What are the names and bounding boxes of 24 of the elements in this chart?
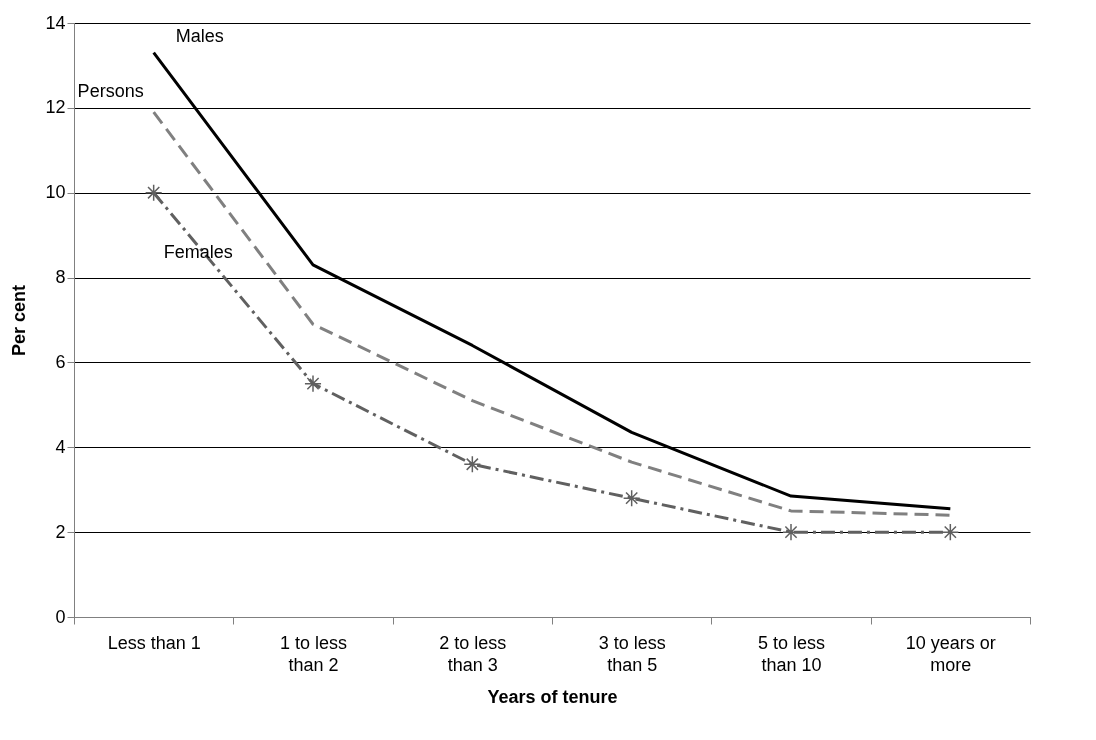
- x-tick-label: 5 to less than 10: [757, 632, 826, 675]
- y-tick-label: 8: [55, 267, 66, 288]
- y-tick-label: 0: [55, 606, 66, 627]
- series-label: Persons: [77, 81, 144, 102]
- y-tick-label: 6: [55, 351, 66, 372]
- x-axis-title: Years of tenure: [487, 686, 618, 707]
- y-tick-label: 14: [45, 12, 66, 33]
- x-tick-label: Less than 1: [107, 632, 201, 653]
- x-tick-label: 10 years or more: [905, 632, 996, 675]
- point: [941, 523, 960, 541]
- series-label: Females: [163, 241, 233, 262]
- point: [463, 455, 482, 474]
- y-tick-label: 10: [45, 182, 66, 203]
- point: [144, 183, 163, 202]
- y-tick-label: 2: [55, 521, 66, 542]
- point: [622, 489, 641, 508]
- y-tick-label: 4: [55, 436, 66, 457]
- y-axis-title: Per cent: [9, 284, 30, 357]
- x-tick-label: 2 to less than 3: [439, 632, 507, 675]
- point: [304, 374, 322, 393]
- x-tick-label: 3 to less than 5: [598, 632, 666, 675]
- x-tick-label: 1 to less than 2: [279, 632, 348, 675]
- y-tick-label: 12: [45, 97, 66, 118]
- series-label: Males: [175, 25, 224, 46]
